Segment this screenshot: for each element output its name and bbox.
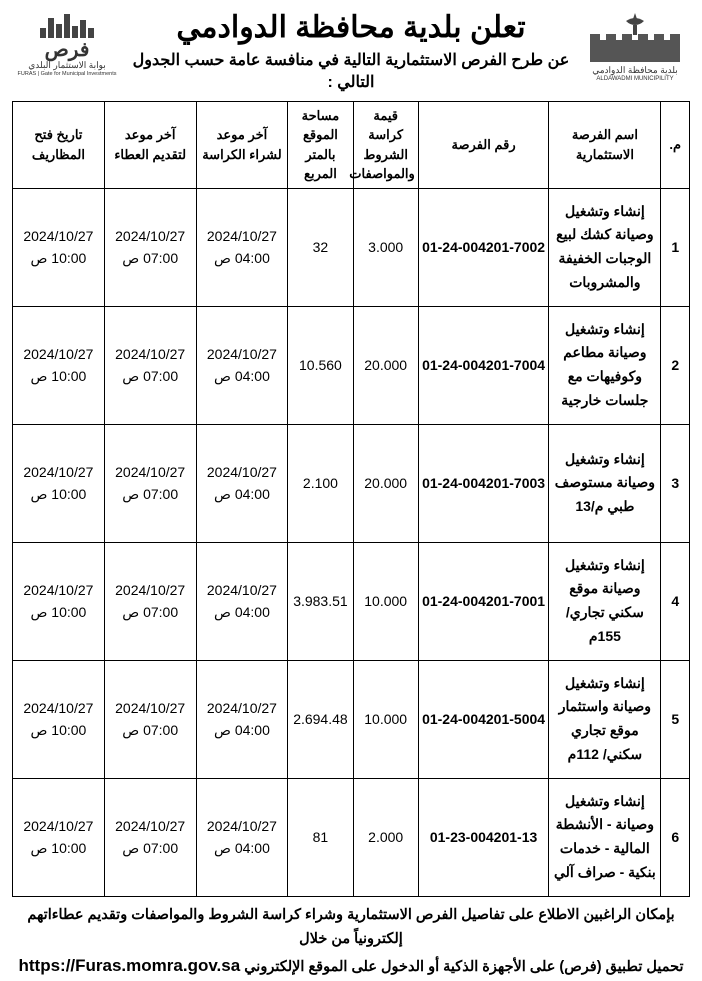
cell-d1: 2024/10/2704:00 ص <box>196 424 288 542</box>
cell-area: 81 <box>288 778 353 896</box>
cell-area: 32 <box>288 188 353 306</box>
cell-opp: 01-24-004201-7003 <box>418 424 549 542</box>
municipality-name-ar: بلدية محافظة الدوادمي <box>592 65 678 76</box>
municipality-logo: بلدية محافظة الدوادمي ALDAWADMI MUNICIPI… <box>580 10 690 82</box>
col-header-area: مساحة الموقع بالمتر المربع <box>288 101 353 188</box>
furas-tagline-ar: بوابة الاستثمار البلدي <box>28 60 106 71</box>
cell-d3: 2024/10/2710:00 ص <box>13 424 105 542</box>
cell-d1: 2024/10/2704:00 ص <box>196 188 288 306</box>
cell-area: 3.983.51 <box>288 542 353 660</box>
cell-d3: 2024/10/2710:00 ص <box>13 306 105 424</box>
table-row: 4 إنشاء وتشغيل وصيانة موقع سكني تجاري/ 1… <box>13 542 690 660</box>
cell-d2: 2024/10/2707:00 ص <box>104 660 196 778</box>
cell-name: إنشاء وتشغيل وصيانة مستوصف طبي م/13 <box>549 424 661 542</box>
cell-name: إنشاء وتشغيل وصيانة واستثمار موقع تجاري … <box>549 660 661 778</box>
furas-brand: فرص <box>45 40 90 60</box>
cell-d1: 2024/10/2704:00 ص <box>196 778 288 896</box>
footer-line2-prefix: تحميل تطبيق (فرص) على الأجهزة الذكية أو … <box>240 959 683 975</box>
header: بلدية محافظة الدوادمي ALDAWADMI MUNICIPI… <box>12 10 690 95</box>
cell-opp: 01-23-004201-13 <box>418 778 549 896</box>
footer-line1: بإمكان الراغبين الاطلاع على تفاصيل الفرص… <box>12 903 690 952</box>
cell-d3: 2024/10/2710:00 ص <box>13 542 105 660</box>
cell-price: 10.000 <box>353 542 418 660</box>
table-header-row: م. اسم الفرصة الاستثمارية رقم الفرصة قيم… <box>13 101 690 188</box>
cell-area: 2.100 <box>288 424 353 542</box>
page-subtitle: عن طرح الفرص الاستثمارية التالية في مناف… <box>130 50 572 95</box>
furas-tagline-en: FURAS | Gate for Municipal Investments <box>18 71 117 77</box>
col-header-d3: تاريخ فتح المظاريف <box>13 101 105 188</box>
cell-d3: 2024/10/2710:00 ص <box>13 188 105 306</box>
cell-name: إنشاء وتشغيل وصيانة مطاعم وكوفيهات مع جل… <box>549 306 661 424</box>
wall-icon <box>590 40 680 62</box>
col-header-name: اسم الفرصة الاستثمارية <box>549 101 661 188</box>
cell-opp: 01-24-004201-7001 <box>418 542 549 660</box>
footer-url: https://Furas.momra.gov.sa <box>18 956 240 975</box>
cell-price: 2.000 <box>353 778 418 896</box>
table-row: 3 إنشاء وتشغيل وصيانة مستوصف طبي م/13 01… <box>13 424 690 542</box>
header-center: تعلن بلدية محافظة الدوادمي عن طرح الفرص … <box>130 10 572 95</box>
cell-name: إنشاء وتشغيل وصيانة كشك لبيع الوجبات الخ… <box>549 188 661 306</box>
cell-opp: 01-24-004201-5004 <box>418 660 549 778</box>
cell-d3: 2024/10/2710:00 ص <box>13 660 105 778</box>
cell-price: 10.000 <box>353 660 418 778</box>
cell-num: 3 <box>661 424 690 542</box>
footer: بإمكان الراغبين الاطلاع على تفاصيل الفرص… <box>12 903 690 981</box>
cell-num: 1 <box>661 188 690 306</box>
cell-num: 4 <box>661 542 690 660</box>
cell-d1: 2024/10/2704:00 ص <box>196 542 288 660</box>
cell-name: إنشاء وتشغيل وصيانة - الأنشطة المالية - … <box>549 778 661 896</box>
col-header-price: قيمة كراسة الشروط والمواصفات <box>353 101 418 188</box>
cell-area: 10.560 <box>288 306 353 424</box>
furas-logo: فرص بوابة الاستثمار البلدي FURAS | Gate … <box>12 10 122 77</box>
cell-name: إنشاء وتشغيل وصيانة موقع سكني تجاري/ 155… <box>549 542 661 660</box>
table-row: 1 إنشاء وتشغيل وصيانة كشك لبيع الوجبات ا… <box>13 188 690 306</box>
cell-num: 5 <box>661 660 690 778</box>
cell-d2: 2024/10/2707:00 ص <box>104 306 196 424</box>
cell-d2: 2024/10/2707:00 ص <box>104 542 196 660</box>
cell-d2: 2024/10/2707:00 ص <box>104 188 196 306</box>
cell-d1: 2024/10/2704:00 ص <box>196 306 288 424</box>
cell-price: 20.000 <box>353 306 418 424</box>
municipality-name-en: ALDAWADMI MUNICIPILITY <box>596 76 673 82</box>
opportunities-table: م. اسم الفرصة الاستثمارية رقم الفرصة قيم… <box>12 101 690 897</box>
cell-price: 20.000 <box>353 424 418 542</box>
cell-num: 2 <box>661 306 690 424</box>
cell-d3: 2024/10/2710:00 ص <box>13 778 105 896</box>
table-row: 5 إنشاء وتشغيل وصيانة واستثمار موقع تجار… <box>13 660 690 778</box>
col-header-d1: آخر موعد لشراء الكراسة <box>196 101 288 188</box>
col-header-opp: رقم الفرصة <box>418 101 549 188</box>
table-row: 2 إنشاء وتشغيل وصيانة مطاعم وكوفيهات مع … <box>13 306 690 424</box>
skyline-icon <box>37 10 97 38</box>
cell-area: 2.694.48 <box>288 660 353 778</box>
cell-d2: 2024/10/2707:00 ص <box>104 778 196 896</box>
footer-line2: تحميل تطبيق (فرص) على الأجهزة الذكية أو … <box>12 952 690 981</box>
col-header-num: م. <box>661 101 690 188</box>
cell-opp: 01-24-004201-7002 <box>418 188 549 306</box>
cell-num: 6 <box>661 778 690 896</box>
cell-opp: 01-24-004201-7004 <box>418 306 549 424</box>
table-row: 6 إنشاء وتشغيل وصيانة - الأنشطة المالية … <box>13 778 690 896</box>
cell-d2: 2024/10/2707:00 ص <box>104 424 196 542</box>
page-title: تعلن بلدية محافظة الدوادمي <box>130 10 572 46</box>
cell-d1: 2024/10/2704:00 ص <box>196 660 288 778</box>
col-header-d2: آخر موعد لتقديم العطاء <box>104 101 196 188</box>
cell-price: 3.000 <box>353 188 418 306</box>
